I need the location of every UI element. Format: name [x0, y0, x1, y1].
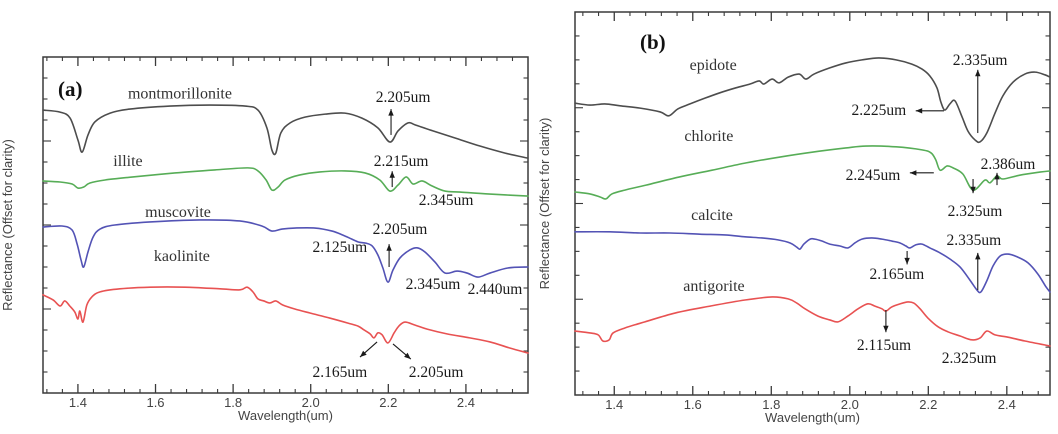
curve-epidote [574, 57, 1051, 144]
wavelength-annotation: 2.345um [419, 192, 474, 209]
x-tick-label: 1.8 [762, 397, 780, 412]
annotation-arrow-head [909, 170, 917, 176]
wavelength-annotation: 2.215um [374, 153, 429, 170]
x-tick-label: 2.0 [841, 397, 859, 412]
wavelength-annotation: 2.115um [857, 337, 911, 354]
x-tick-label: 1.8 [224, 395, 242, 410]
wavelength-annotation: 2.205um [409, 364, 464, 381]
y-axis-title: Reflectance (Offset for clarity) [537, 118, 552, 290]
x-tick-label: 1.6 [146, 395, 164, 410]
series-label-epidote: epidote [690, 57, 737, 74]
annotation-arrow-head [404, 352, 411, 360]
annotation-arrow-head [994, 172, 1000, 180]
annotation-arrow-head [883, 325, 889, 333]
wavelength-annotation: 2.225um [851, 102, 906, 119]
curve-chlorite [574, 145, 1051, 200]
annotation-arrow-head [389, 171, 395, 178]
series-label-illite: illite [113, 153, 142, 170]
series-label-antigorite: antigorite [683, 278, 744, 295]
x-tick-label: 1.6 [684, 397, 702, 412]
x-tick-label: 1.4 [605, 397, 623, 412]
annotation-arrow-head [970, 186, 976, 194]
series-label-calcite: calcite [691, 207, 733, 224]
wavelength-annotation: 2.335um [953, 52, 1008, 69]
curve-kaolinite [42, 286, 529, 354]
panel-a: 1.4 1.6 1.8 2.0 2.2 2.4 Wavelength(um) Reflecta… [0, 56, 529, 423]
curve-illite [42, 167, 529, 197]
curve-antigorite [574, 296, 1051, 347]
annotation-arrow-head [904, 257, 910, 265]
series-label-kaolinite: kaolinite [154, 248, 210, 265]
annotation-arrow-head [975, 252, 981, 260]
y-axis-title: Reflectance (Offset for clarity) [0, 139, 15, 311]
annotation-arrow-head [915, 108, 923, 114]
series-label-chlorite: chlorite [684, 128, 733, 145]
annotation-arrow-head [386, 244, 392, 251]
wavelength-annotation: 2.335um [946, 232, 1001, 249]
wavelength-annotation: 2.125um [312, 239, 367, 256]
wavelength-annotation: 2.205um [376, 89, 431, 106]
wavelength-annotation: 2.325um [942, 350, 997, 367]
annotation-arrow-head [360, 350, 367, 357]
curve-muscovite [42, 219, 529, 283]
wavelength-annotation: 2.245um [846, 167, 901, 184]
x-axis-title: Wavelength(um) [765, 410, 860, 425]
panel-letter-label: (a) [58, 77, 83, 101]
wavelength-annotation: 2.386um [981, 156, 1036, 173]
wavelength-annotation: 2.440um [468, 281, 523, 298]
x-axis-title: Wavelength(um) [238, 408, 333, 423]
x-tick-label: 1.4 [69, 395, 87, 410]
series-label-montmorillonite: montmorillonite [128, 85, 232, 102]
x-tick-label: 2.2 [379, 395, 397, 410]
x-tick-label: 2.0 [302, 395, 320, 410]
annotation-arrow-head [388, 109, 394, 116]
wavelength-annotation: 2.205um [373, 221, 428, 238]
x-tick-label: 2.2 [919, 397, 937, 412]
curve-montmorillonite [42, 104, 529, 159]
annotation-arrow-head [975, 69, 981, 77]
panel-b: 1.4 1.6 1.8 2.0 2.2 2.4 Wavelength(um) Reflecta… [537, 11, 1051, 425]
series-label-muscovite: muscovite [145, 204, 211, 221]
x-tick-label: 2.4 [457, 395, 475, 410]
x-tick-label: 2.4 [998, 397, 1016, 412]
curve-calcite [574, 230, 1051, 294]
wavelength-annotation: 2.345um [406, 276, 461, 293]
wavelength-annotation: 2.165um [870, 266, 925, 283]
wavelength-annotation: 2.165um [312, 364, 367, 381]
wavelength-annotation: 2.325um [948, 203, 1003, 220]
panel-letter-label: (b) [640, 30, 666, 54]
